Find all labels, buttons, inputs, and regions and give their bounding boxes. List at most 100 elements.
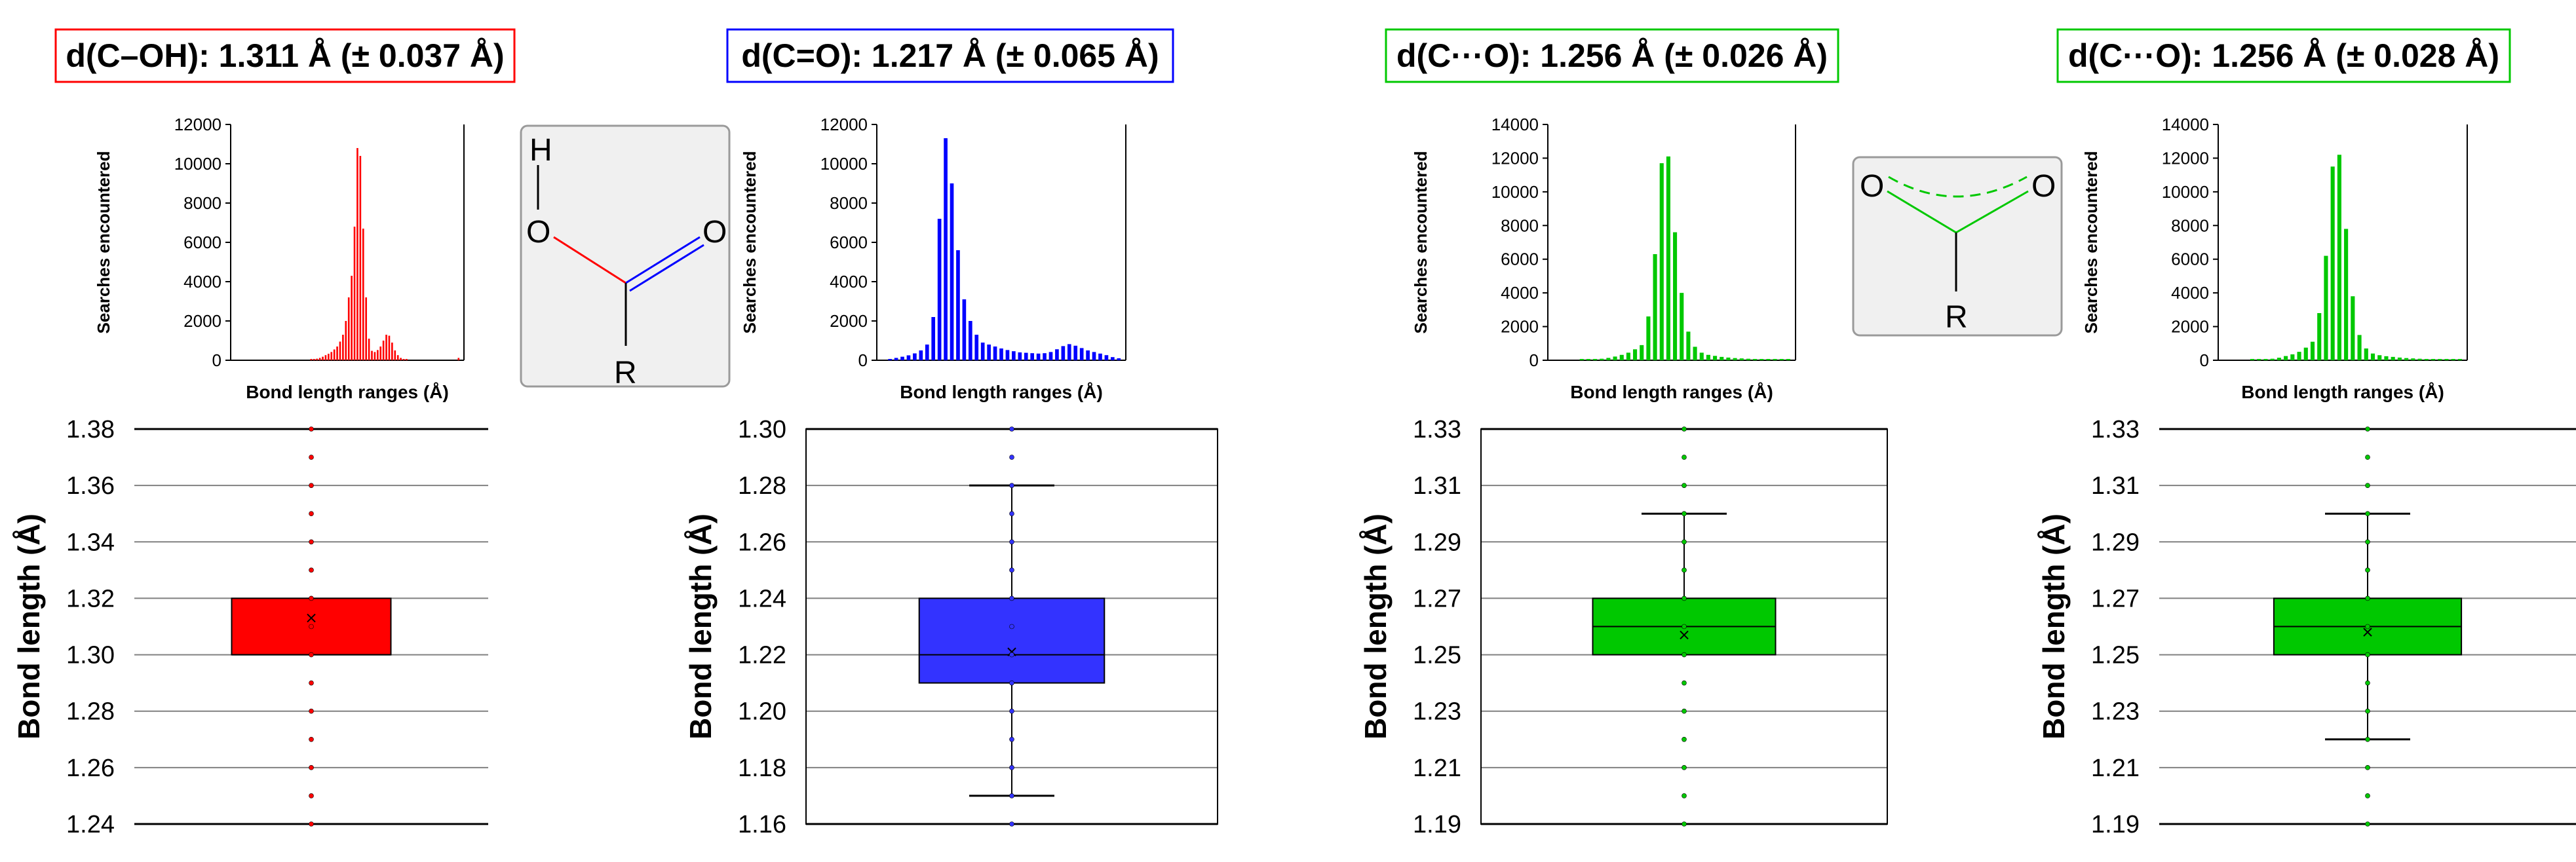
hist-tick-label: 6000: [1501, 250, 1539, 269]
hist-bar: [2377, 355, 2382, 360]
hist-bar: [1073, 345, 1078, 360]
hist-bar: [1713, 356, 1718, 360]
hist-bar: [359, 156, 362, 360]
hist-bar: [2330, 166, 2335, 361]
box-tick-label: 1.25: [1413, 642, 1461, 669]
bond-c-oh: [553, 236, 626, 284]
hist-bar: [382, 341, 385, 360]
hist-bar: [1061, 346, 1066, 360]
data-point: [309, 680, 314, 686]
hist-bar: [2431, 359, 2436, 360]
data-point: [1009, 736, 1014, 742]
box-tick-label: 1.32: [66, 585, 115, 612]
hist-bar: [1067, 344, 1071, 360]
hist-bar: [1666, 156, 1670, 360]
data-point: [2365, 765, 2370, 770]
hist-bar: [1659, 163, 1664, 360]
hist-tick-label: 4000: [830, 272, 868, 291]
box-tick-label: 1.23: [2091, 698, 2140, 726]
hist-tick-label: 2000: [1501, 317, 1539, 337]
box-tick-label: 1.28: [66, 698, 115, 726]
data-point: [2365, 595, 2370, 601]
data-point: [1009, 455, 1014, 460]
hist-tick-label: 12000: [820, 115, 868, 134]
hist-bar: [1048, 352, 1053, 360]
box-tick-label: 1.24: [66, 811, 115, 838]
hist-bar: [333, 349, 336, 360]
hist-bar: [2297, 352, 2301, 360]
data-point: [1682, 736, 1687, 742]
hist-bar: [1055, 349, 1059, 360]
hist-bar: [1104, 355, 1109, 360]
hist-bar: [1600, 358, 1604, 360]
hist-bar: [1079, 348, 1084, 360]
mean-marker: [1680, 630, 1689, 640]
box-tick-label: 1.33: [2091, 416, 2140, 443]
hist-bar: [2384, 356, 2389, 360]
box-tick-label: 1.16: [738, 811, 786, 838]
data-point: [1682, 539, 1687, 545]
atom-o-carbonyl: O: [702, 215, 727, 250]
data-point: [2365, 821, 2370, 827]
hist-tick-label: 8000: [2171, 216, 2209, 235]
data-point: [2365, 539, 2370, 545]
hist-bar: [457, 358, 460, 360]
box-y-label: Bond length (Å): [12, 514, 46, 740]
hist-bar: [931, 317, 936, 360]
data-point: [1682, 793, 1687, 798]
hist-bar: [2351, 296, 2355, 360]
box-tick-label: 1.34: [66, 529, 115, 556]
title-frame: [54, 28, 516, 83]
hist-y-label: Searches encountered: [1411, 151, 1431, 334]
hist-bar: [1779, 359, 1784, 360]
data-point: [1009, 483, 1014, 488]
hist-bar: [1706, 354, 1710, 360]
data-point: [309, 652, 314, 658]
hist-bar: [2424, 359, 2429, 360]
hist-bar: [1726, 357, 1731, 360]
box-tick-label: 1.31: [1413, 472, 1461, 500]
data-point: [1682, 708, 1687, 714]
data-point: [1009, 511, 1014, 517]
hist-bar: [353, 227, 356, 360]
hist-tick-label: 8000: [1501, 216, 1539, 235]
hist-bar: [316, 358, 318, 360]
histogram-2: 0 2000 4000 6000 8000 10000 12000 Bond length r…: [740, 115, 1126, 402]
data-point: [2365, 793, 2370, 798]
hist-bar: [339, 341, 341, 360]
hist-bar: [1739, 358, 1744, 360]
structure-carboxylic-acid: H O O R: [520, 124, 731, 390]
hist-bar: [394, 350, 396, 360]
panel-title-1: d(C–OH): 1.311 Å (± 0.037 Å): [54, 28, 516, 83]
hist-bar: [356, 148, 358, 360]
hist-tick-label: 12000: [174, 115, 221, 134]
data-point: [1682, 426, 1687, 432]
data-point: [309, 793, 314, 798]
hist-bar: [968, 321, 972, 360]
hist-bar: [925, 345, 929, 360]
hist-bar: [2411, 358, 2415, 360]
box-tick-label: 1.30: [738, 416, 786, 443]
data-point: [1009, 765, 1014, 770]
box-tick-label: 1.36: [66, 472, 115, 500]
data-point: [1682, 455, 1687, 460]
data-point: [2365, 455, 2370, 460]
bond-c-o-double-2: [629, 244, 704, 292]
mean-marker: [1007, 647, 1016, 656]
hist-bar: [400, 358, 402, 360]
box-tick-label: 1.26: [738, 529, 786, 556]
hist-bar: [406, 359, 408, 360]
hist-bar: [2364, 348, 2368, 360]
hist-bar: [2438, 359, 2442, 360]
histogram-4: 0 2000 4000 6000 8000 10000 12000 14000 Bond len…: [2081, 115, 2468, 402]
bond-c-o-right: [1955, 190, 2029, 234]
hist-bar: [1012, 351, 1016, 360]
hist-bar: [956, 250, 960, 360]
hist-bar: [330, 352, 333, 360]
box-tick-label: 1.28: [738, 472, 786, 500]
hist-bar: [2457, 359, 2462, 360]
hist-tick-label: 4000: [183, 272, 221, 291]
hist-bar: [396, 355, 399, 360]
hist-tick-label: 2000: [2171, 317, 2209, 337]
hist-bar: [1043, 353, 1047, 360]
